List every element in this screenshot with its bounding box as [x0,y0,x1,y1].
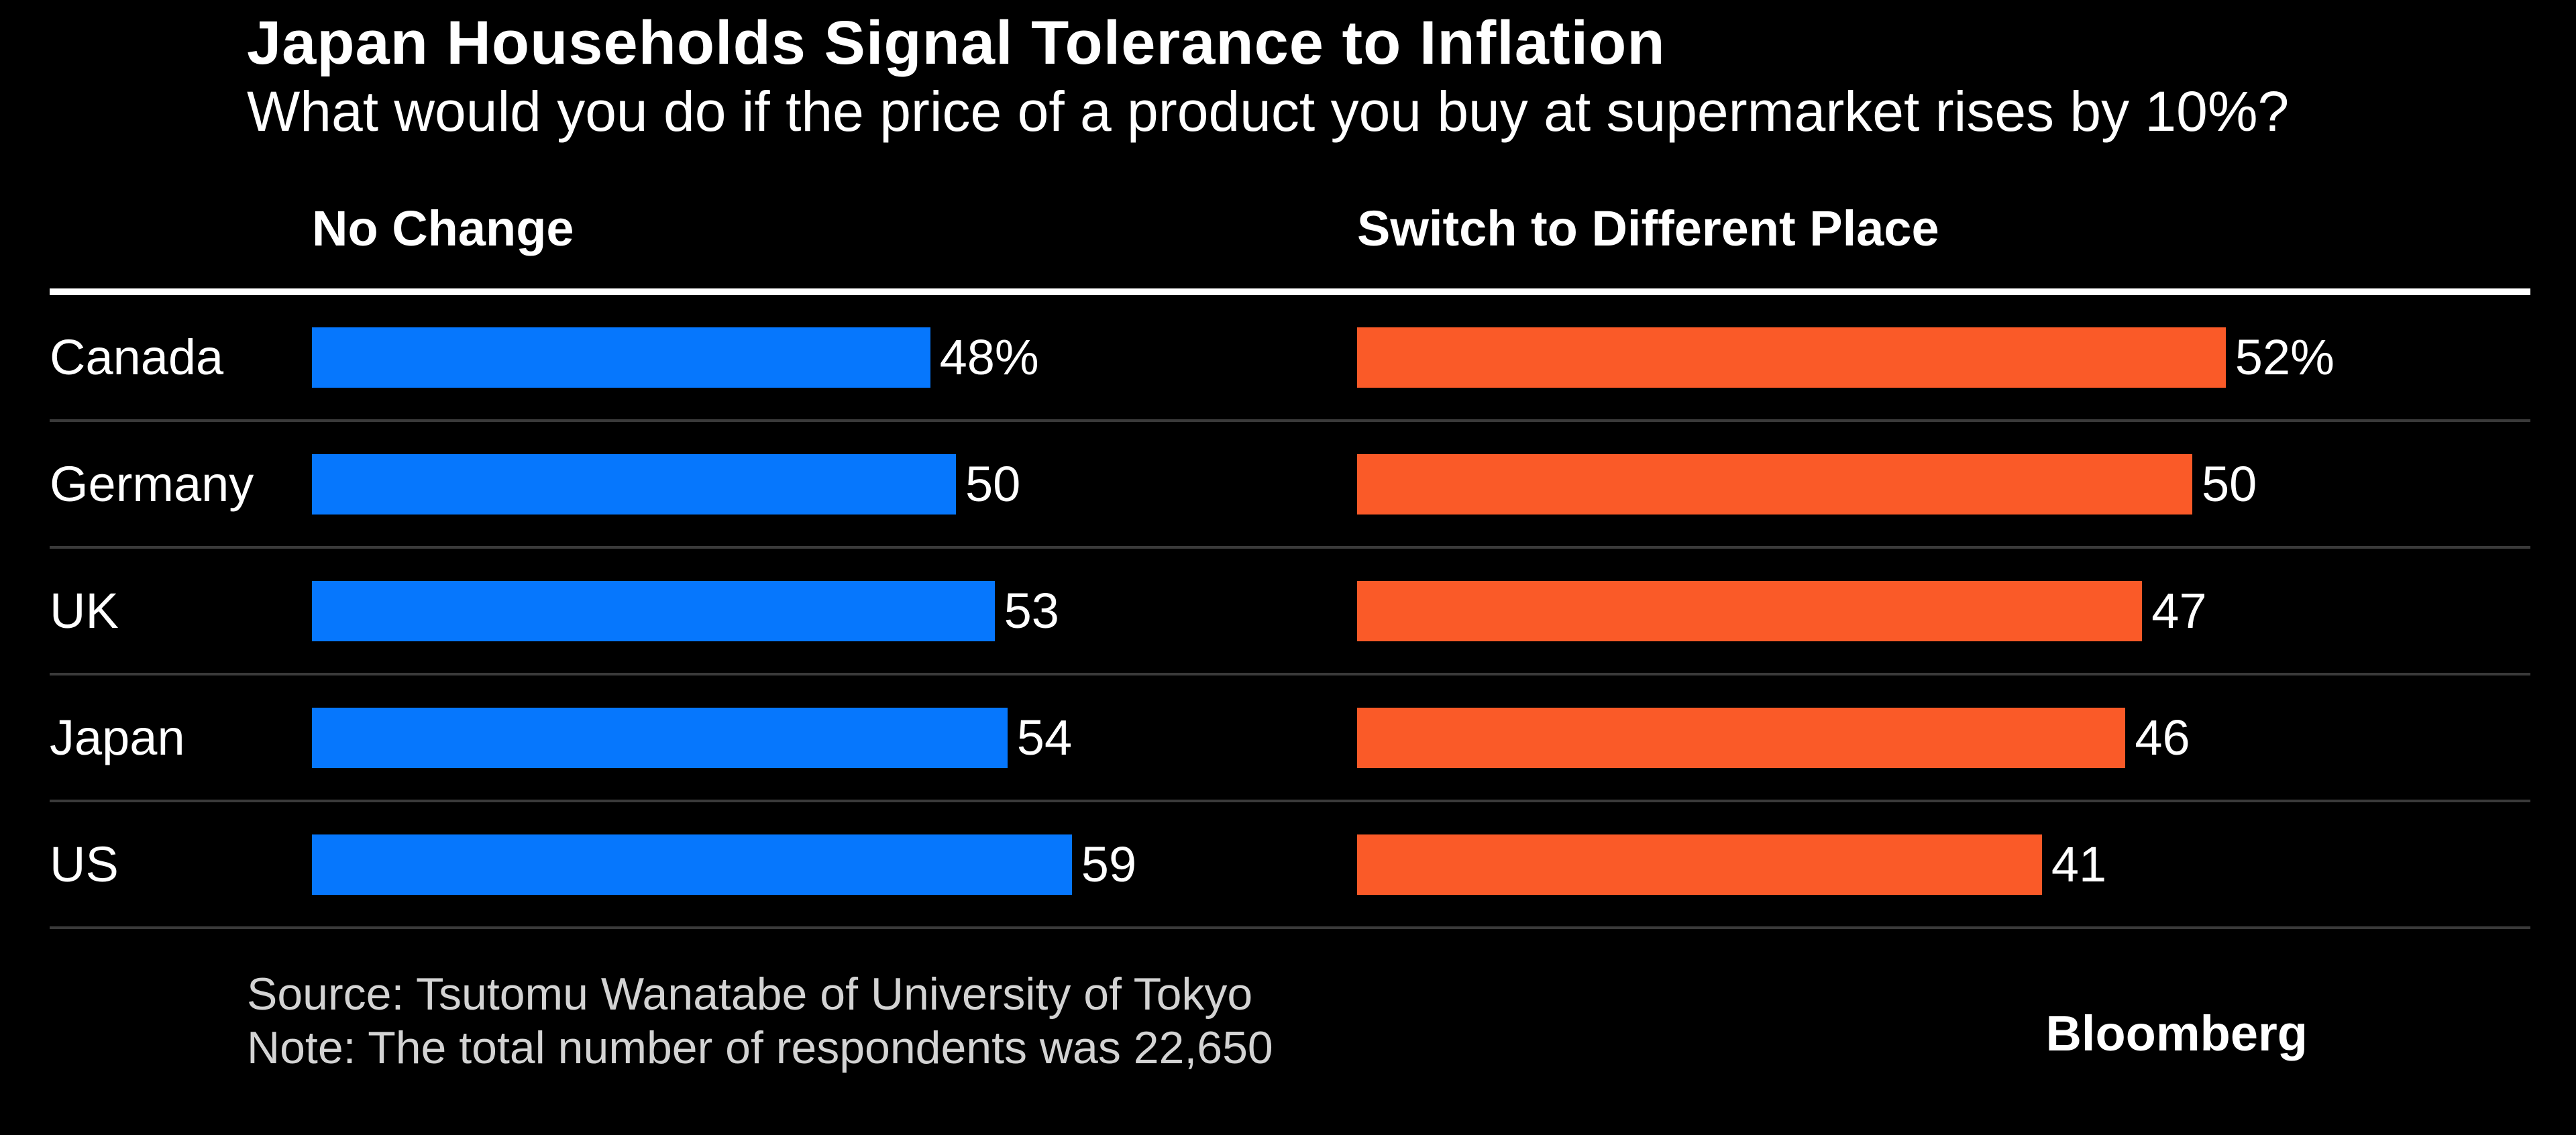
bar-switch-place [1357,453,2192,515]
bar-value-label: 41 [2051,836,2107,892]
right-cell: 46 [1357,675,2530,800]
country-label: UK [50,583,119,639]
chart-title: Japan Households Signal Tolerance to Inf… [247,9,1666,77]
bar-value-label: 46 [2135,710,2190,765]
bar-value-label: 50 [2202,456,2257,512]
left-cell: 59 [312,802,1357,926]
bar-no-change [312,707,1008,768]
bar-value-label: 54 [1016,710,1073,765]
bar-switch-place [1357,327,2226,388]
table-row: UK 53 47 [50,549,2530,675]
bar-value-label: 53 [1004,583,1059,639]
country-label: Germany [50,456,254,512]
country-label: Canada [50,329,224,385]
table-row: Canada 48% 52% [50,295,2530,422]
left-cell: 48% [312,295,1357,419]
header-rule [50,288,2530,295]
right-cell: 47 [1357,549,2530,673]
bar-switch-place [1357,707,2126,768]
left-cell: 54 [312,675,1357,800]
bar-no-change [312,453,956,515]
right-cell: 50 [1357,422,2530,546]
bar-table: Canada 48% 52% Germany 50 50 UK 53 47 Japan 54 46 US… [50,295,2530,929]
chart-subtitle: What would you do if the price of a prod… [247,80,2290,143]
bar-value-label: 48% [939,329,1039,385]
bar-value-label: 59 [1081,836,1137,892]
series-header-switch-place: Switch to Different Place [1357,201,1939,256]
series-header-no-change: No Change [312,201,574,256]
bar-no-change [312,327,930,388]
bar-value-label: 50 [965,456,1021,512]
bar-value-label: 47 [2151,583,2207,639]
table-row: Germany 50 50 [50,422,2530,549]
right-cell: 41 [1357,802,2530,926]
country-label: US [50,836,119,892]
bar-switch-place [1357,834,2042,895]
left-cell: 50 [312,422,1357,546]
bar-value-label: 52% [2235,329,2334,385]
bar-no-change [312,580,995,641]
bar-no-change [312,834,1072,895]
country-label: Japan [50,710,185,765]
table-row: US 59 41 [50,802,2530,929]
left-cell: 53 [312,549,1357,673]
table-row: Japan 54 46 [50,675,2530,802]
bloomberg-logo: Bloomberg [2045,1006,2308,1061]
note-text: Note: The total number of respondents wa… [247,1022,1273,1073]
chart-footer: Source: Tsutomu Wanatabe of University o… [247,967,1273,1075]
right-cell: 52% [1357,295,2530,419]
bar-switch-place [1357,580,2143,641]
source-text: Source: Tsutomu Wanatabe of University o… [247,969,1253,1020]
